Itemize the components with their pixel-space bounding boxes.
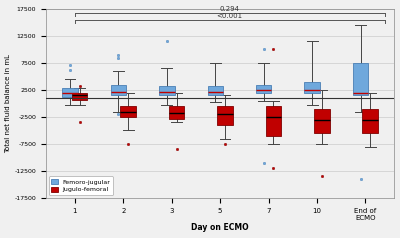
Bar <box>208 86 223 95</box>
Bar <box>111 84 126 95</box>
Bar <box>169 106 184 119</box>
Bar <box>314 109 330 133</box>
Bar <box>159 86 175 95</box>
Bar <box>62 88 78 97</box>
Text: 0.294: 0.294 <box>220 6 240 12</box>
Bar <box>72 93 88 100</box>
Bar <box>266 106 281 136</box>
Bar <box>120 106 136 117</box>
Bar <box>304 82 320 93</box>
Text: <0.001: <0.001 <box>217 13 243 19</box>
X-axis label: Day on ECMO: Day on ECMO <box>191 223 249 233</box>
Legend: Femoro-jugular, Jugulo-femoral: Femoro-jugular, Jugulo-femoral <box>49 176 113 195</box>
Bar <box>362 109 378 133</box>
Y-axis label: Total net fluid balance in mL: Total net fluid balance in mL <box>6 54 12 153</box>
Bar <box>256 84 272 93</box>
Bar <box>217 106 233 125</box>
Bar <box>353 63 368 95</box>
